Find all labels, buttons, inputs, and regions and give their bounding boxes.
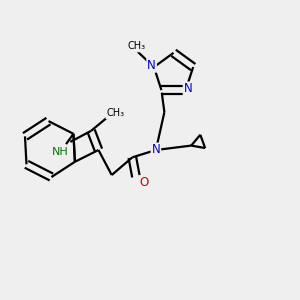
Text: N: N — [152, 143, 160, 157]
Text: CH₃: CH₃ — [127, 41, 145, 52]
Text: CH₃: CH₃ — [106, 108, 124, 118]
Text: N: N — [147, 59, 156, 72]
Text: O: O — [139, 176, 148, 189]
Text: NH: NH — [52, 147, 69, 158]
Text: N: N — [184, 82, 192, 95]
